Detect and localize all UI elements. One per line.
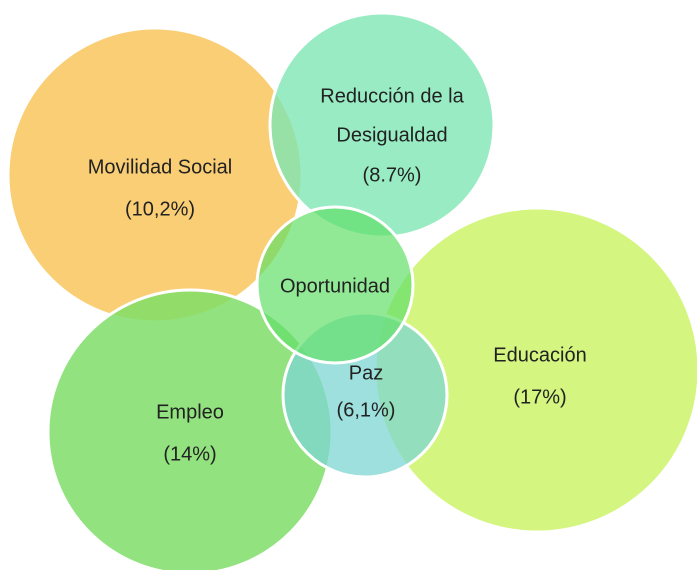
node-value: (14%) — [163, 443, 216, 465]
node-label: Oportunidad — [280, 275, 390, 297]
node-label: Educación — [493, 344, 586, 366]
node-value: (8.7%) — [363, 164, 422, 186]
node-label: Paz — [349, 362, 383, 384]
node-label: Desigualdad — [336, 124, 447, 146]
bubble-oportunidad — [255, 205, 415, 365]
node-label: Movilidad Social — [88, 156, 233, 178]
node-value: (10,2%) — [125, 198, 195, 220]
node-label: Empleo — [156, 401, 224, 423]
node-label: Reducción de la — [320, 85, 464, 107]
node-value: (17%) — [513, 386, 566, 408]
node-value: (6,1%) — [337, 399, 396, 421]
